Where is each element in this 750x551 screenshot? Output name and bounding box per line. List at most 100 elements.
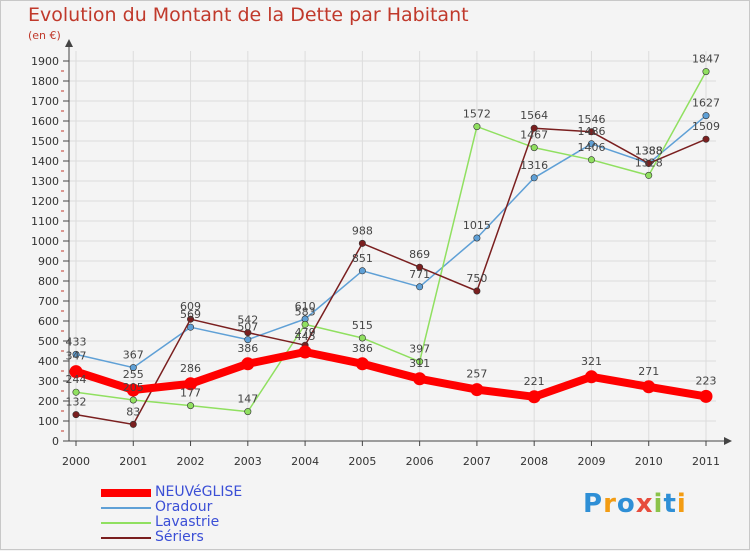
series-line — [75, 127, 707, 426]
data-label: 223 — [696, 374, 717, 387]
y-tick-label: 500 — [38, 335, 59, 348]
data-label: 1847 — [692, 53, 720, 66]
data-point — [184, 377, 198, 391]
series-line — [75, 114, 707, 369]
y-tick-label: 1100 — [31, 215, 59, 228]
data-point — [413, 372, 427, 386]
data-label: 397 — [409, 343, 430, 356]
legend-label: Lavastrie — [155, 514, 220, 530]
x-tick-label: 2011 — [692, 455, 720, 468]
data-label: 221 — [524, 375, 545, 388]
data-point — [530, 174, 538, 182]
y-tick-label: 400 — [38, 355, 59, 368]
data-label: 257 — [466, 368, 487, 381]
y-tick-label: 1700 — [31, 95, 59, 108]
series-line — [72, 348, 710, 401]
data-point — [473, 287, 481, 295]
x-tick-label: 2004 — [291, 455, 319, 468]
data-label: 1627 — [692, 97, 720, 110]
data-label: 147 — [237, 393, 258, 406]
data-point — [416, 283, 424, 291]
data-point — [702, 135, 710, 143]
y-tick-label: 1000 — [31, 235, 59, 248]
data-point — [530, 144, 538, 152]
data-point — [587, 140, 595, 148]
data-label: 386 — [237, 342, 258, 355]
data-label: 988 — [352, 224, 373, 237]
data-label: 271 — [638, 365, 659, 378]
data-point — [298, 345, 312, 359]
chart-title: Evolution du Montant de la Dette par Hab… — [28, 4, 469, 26]
data-point — [129, 396, 137, 404]
data-label: 445 — [295, 330, 316, 343]
data-label: 569 — [180, 308, 201, 321]
x-tick-label: 2006 — [406, 455, 434, 468]
data-point — [187, 323, 195, 331]
y-tick-label: 100 — [38, 415, 59, 428]
data-label: 386 — [352, 342, 373, 355]
legend-swatch — [101, 507, 151, 509]
data-point — [72, 411, 80, 419]
logo-letter: i — [653, 489, 664, 519]
data-label: 583 — [295, 305, 316, 318]
proxiti-logo: Proxiti — [583, 489, 687, 519]
data-label: 515 — [352, 319, 373, 332]
data-point — [530, 124, 538, 132]
data-point — [702, 112, 710, 120]
y-tick-label: 1300 — [31, 175, 59, 188]
data-labels: 433 367 569 507 610 851 771 1015 1316 1486 1388 162… — [66, 53, 721, 419]
logo-letter: P — [583, 489, 604, 519]
x-tick-label: 2000 — [62, 455, 90, 468]
y-tick-label: 1400 — [31, 155, 59, 168]
data-label: 851 — [352, 252, 373, 265]
y-tick-label: 900 — [38, 255, 59, 268]
data-point — [358, 267, 366, 275]
data-label: 1328 — [635, 156, 663, 169]
data-label: 311 — [409, 357, 430, 370]
data-label: 771 — [409, 268, 430, 281]
data-point — [587, 128, 595, 136]
legend-label: NEUVéGLISE — [155, 484, 243, 500]
data-label: 507 — [237, 321, 258, 334]
y-tick-label: 0 — [52, 435, 59, 448]
gridlines — [69, 51, 716, 442]
data-label: 1564 — [520, 109, 548, 122]
data-point — [699, 389, 713, 403]
data-label: 1388 — [635, 144, 663, 157]
data-point — [645, 171, 653, 179]
data-label: 205 — [123, 381, 144, 394]
y-tick-label: 1500 — [31, 135, 59, 148]
x-tick-label: 2002 — [177, 455, 205, 468]
data-label: 286 — [180, 362, 201, 375]
data-point — [358, 334, 366, 342]
data-label: 244 — [66, 373, 87, 386]
data-point — [702, 68, 710, 76]
legend-item-lavastrie: Lavastrie — [101, 514, 361, 530]
data-label: 1546 — [577, 113, 605, 126]
x-tick-label: 2010 — [635, 455, 663, 468]
data-point — [584, 370, 598, 384]
data-label: 177 — [180, 387, 201, 400]
logo-letter: t — [663, 489, 677, 519]
y-tick-label: 1900 — [31, 55, 59, 68]
series-lines — [69, 68, 713, 428]
data-point — [241, 357, 255, 371]
y-axis-arrow — [65, 39, 73, 47]
x-tick-label: 2001 — [119, 455, 147, 468]
data-label: 1572 — [463, 108, 491, 121]
data-point — [244, 408, 252, 416]
x-tick-label: 2007 — [463, 455, 491, 468]
legend-label: Oradour — [155, 499, 213, 515]
data-label: 1015 — [463, 219, 491, 232]
data-point — [473, 123, 481, 131]
logo-letter: o — [616, 489, 636, 519]
data-point — [416, 358, 424, 366]
x-tick-label: 2009 — [577, 455, 605, 468]
data-point — [527, 390, 541, 404]
data-label: 1406 — [577, 141, 605, 154]
data-label: 609 — [180, 300, 201, 313]
data-label: 1316 — [520, 159, 548, 172]
data-label: 83 — [126, 405, 140, 418]
data-point — [129, 364, 137, 372]
